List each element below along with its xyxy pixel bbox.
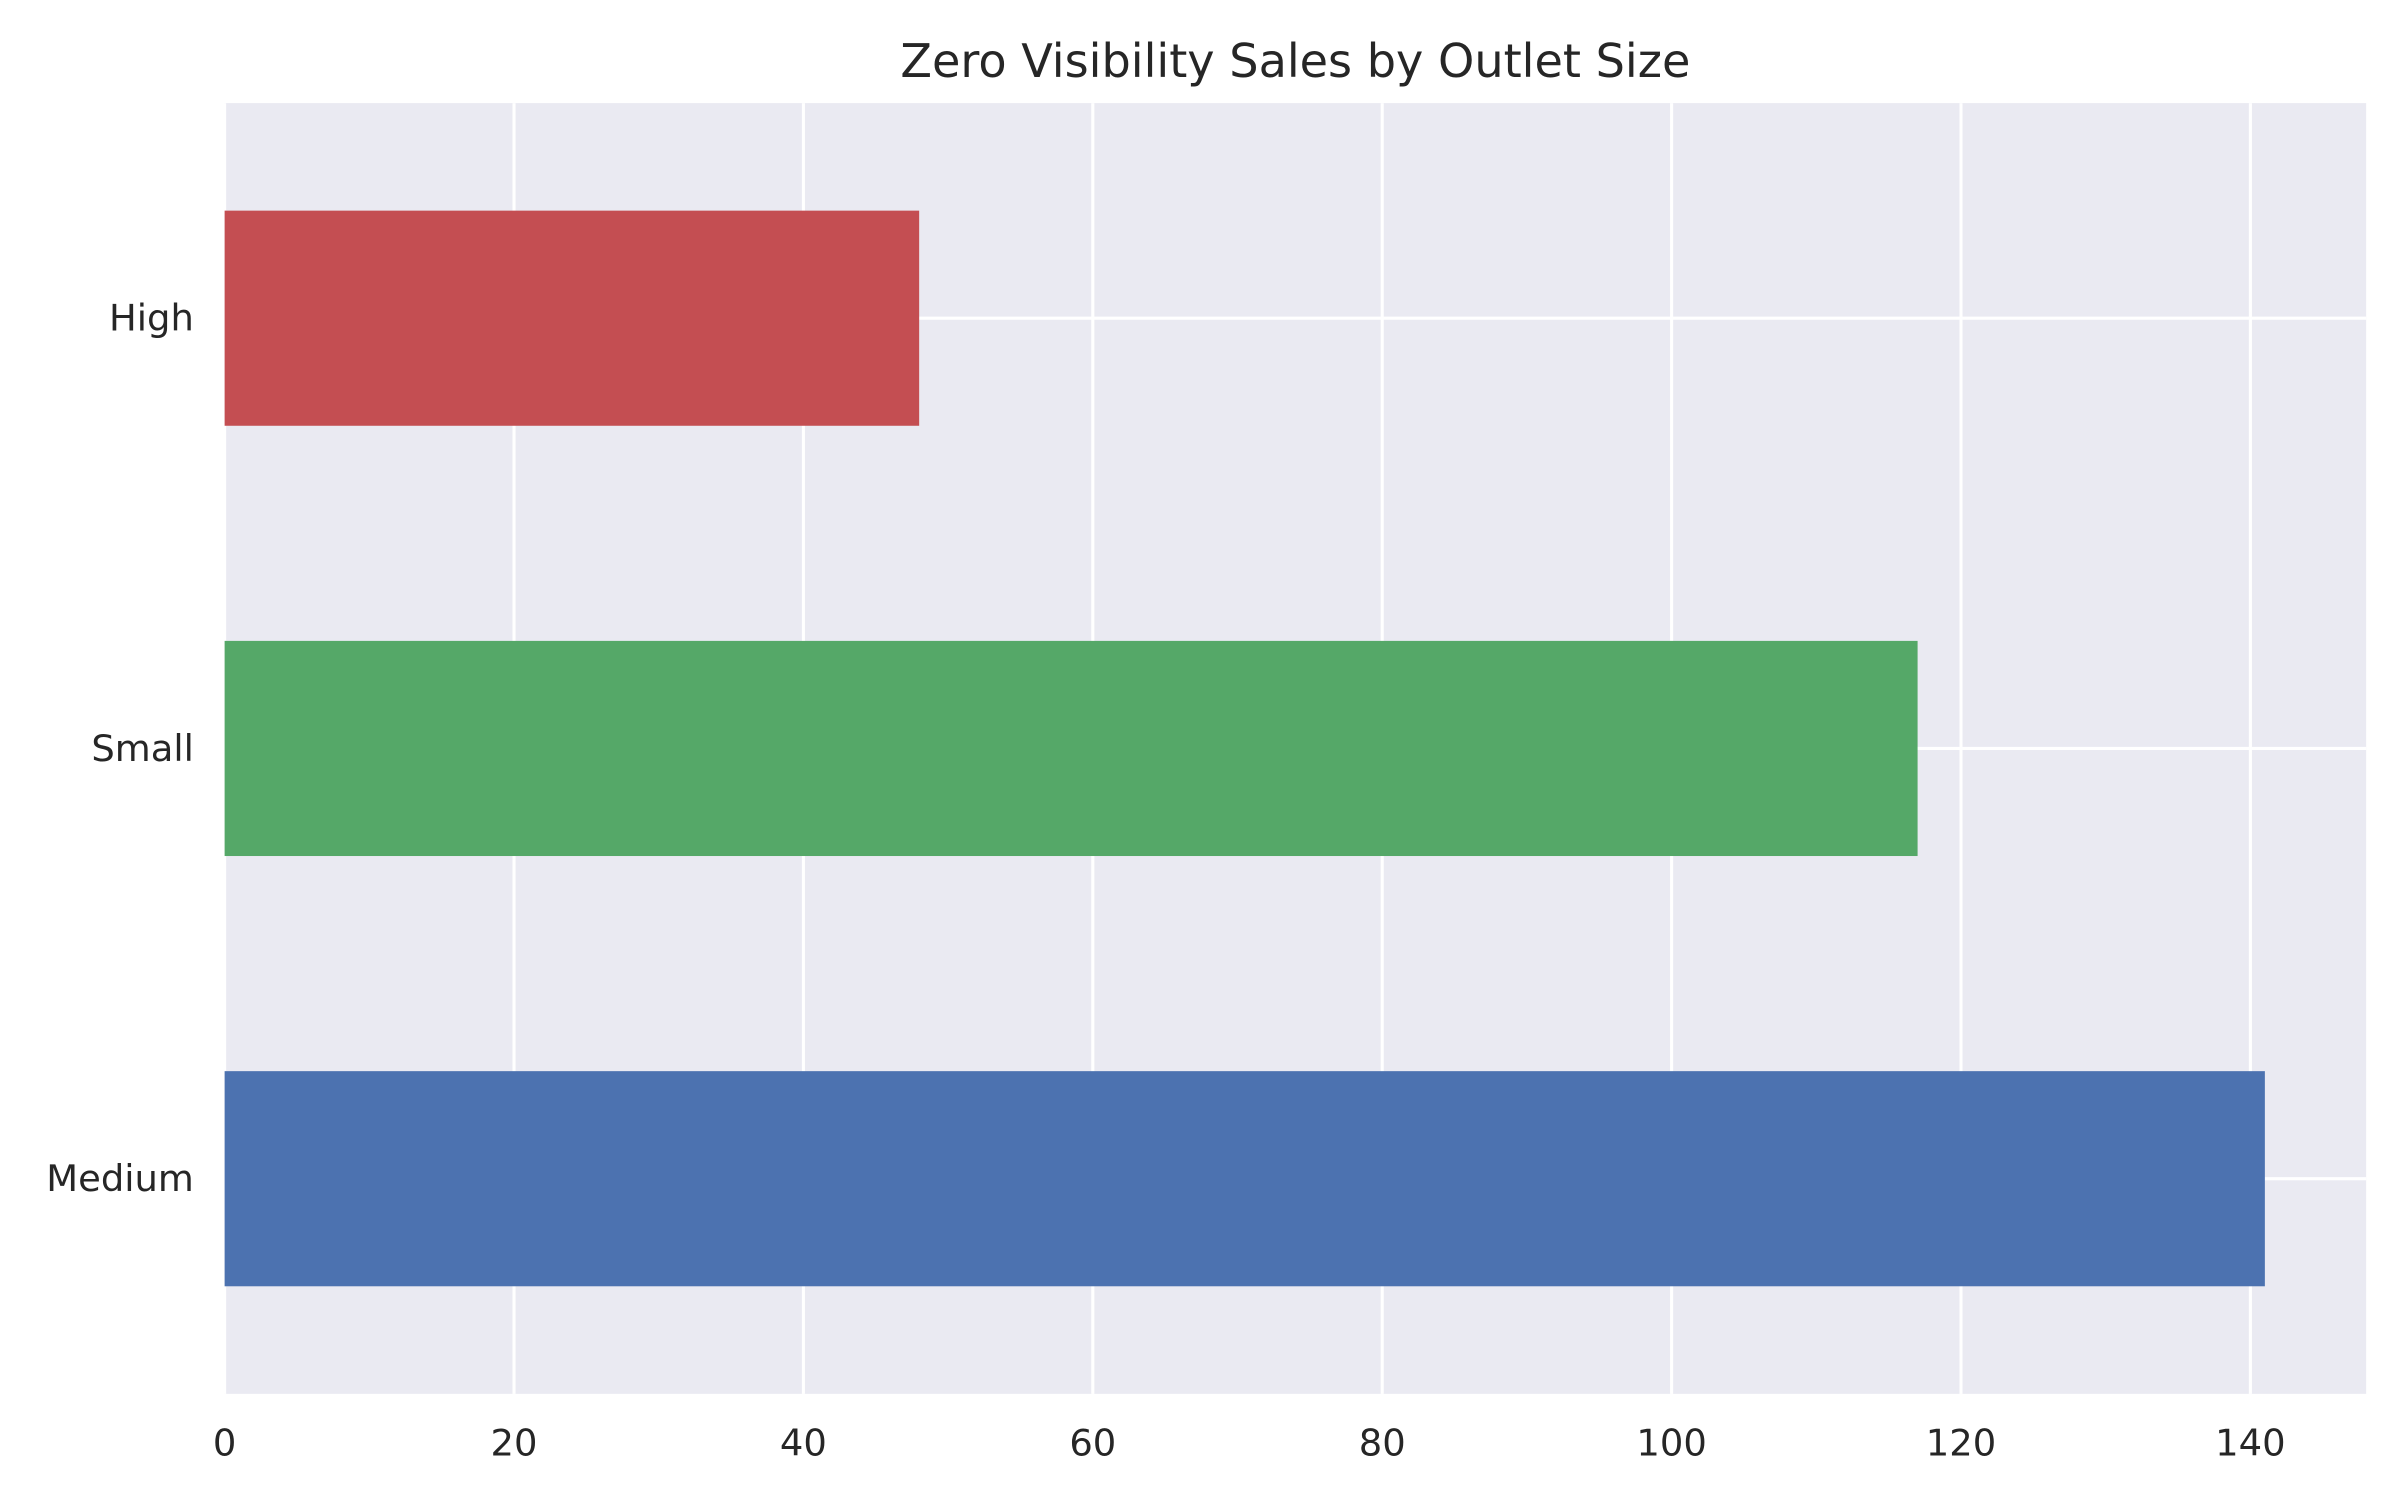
- chart-title: Zero Visibility Sales by Outlet Size: [900, 34, 1690, 88]
- bar-medium: [224, 1071, 2265, 1287]
- y-tick-label: High: [109, 297, 194, 340]
- y-tick-labels: Medium Small High: [46, 297, 194, 1201]
- x-tick-label: 40: [780, 1421, 827, 1464]
- x-tick-label: 100: [1636, 1421, 1706, 1464]
- x-tick-label: 20: [491, 1421, 538, 1464]
- x-tick-label: 80: [1359, 1421, 1406, 1464]
- bar-high: [224, 210, 920, 426]
- x-tick-labels: 0 20 40 60 80 100 120 140: [213, 1421, 2286, 1464]
- y-tick-label: Small: [91, 727, 194, 770]
- x-tick-label: 60: [1069, 1421, 1116, 1464]
- bars: [224, 210, 2265, 1287]
- bar-small: [224, 640, 1918, 857]
- x-tick-label: 0: [213, 1421, 236, 1464]
- y-tick-label: Medium: [46, 1157, 194, 1200]
- x-tick-label: 120: [1926, 1421, 1996, 1464]
- x-tick-label: 140: [2215, 1421, 2285, 1464]
